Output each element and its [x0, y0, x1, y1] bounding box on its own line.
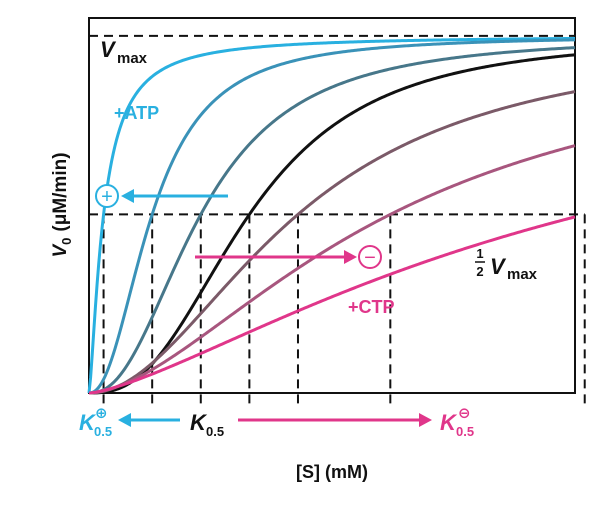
curve-3 [89, 53, 576, 395]
k-minus-sup: ⊖ [458, 405, 471, 422]
vmax-label-sub: max [117, 50, 148, 67]
k05-dashed-lines [102, 214, 586, 407]
curve-4 [88, 90, 576, 395]
k-plus-sub: 0.5 [94, 424, 112, 439]
y-axis-symbol: V [50, 244, 71, 258]
vmax-label-v: V [100, 37, 117, 62]
minus-circle-icon: − [358, 245, 382, 269]
half-vmax-sub: max [507, 266, 538, 283]
curve-5 [88, 144, 576, 395]
plot-frame [88, 17, 576, 394]
k-plus-sup: ⊕ [95, 405, 108, 422]
k-k: K [190, 410, 208, 435]
atp-arrow [121, 189, 228, 203]
half-vmax-label: 1 2 V max [475, 246, 538, 283]
plus-symbol: + [101, 186, 113, 208]
curve-1 [88, 38, 576, 395]
atp-label: +ATP [114, 103, 159, 123]
plus-circle-icon: + [95, 184, 119, 208]
k-minus-k: K [440, 410, 458, 435]
k-plus-label: K 0.5 ⊕ [79, 405, 112, 439]
k-minus-sub: 0.5 [456, 424, 474, 439]
curve-0 [87, 36, 576, 394]
curves [87, 36, 576, 395]
svg-text:V0(μM/min): V0 (μM/min) [50, 152, 74, 257]
k-ctp-shift-arrow [238, 413, 432, 427]
curve-6 [88, 215, 576, 395]
y-axis-label: V0 (μM/min) [50, 152, 74, 257]
k-plus-k: K [79, 410, 97, 435]
y-axis-sub: 0 [59, 238, 74, 245]
half-denominator: 2 [476, 264, 483, 279]
k-minus-label: K 0.5 ⊖ [440, 405, 474, 439]
ctp-arrow [195, 250, 357, 264]
vmax-label: V max [100, 37, 148, 67]
k-label: K 0.5 [190, 410, 224, 439]
ctp-label: +CTP [348, 297, 395, 317]
half-vmax-v: V [490, 254, 507, 279]
x-axis-label: [S] (mM) [296, 462, 368, 482]
k-sub: 0.5 [206, 424, 224, 439]
curve-2 [88, 46, 576, 395]
half-numerator: 1 [476, 246, 483, 261]
minus-symbol: − [364, 247, 376, 269]
y-axis-units: (μM/min) [50, 152, 71, 231]
k-atp-shift-arrow [118, 413, 180, 427]
